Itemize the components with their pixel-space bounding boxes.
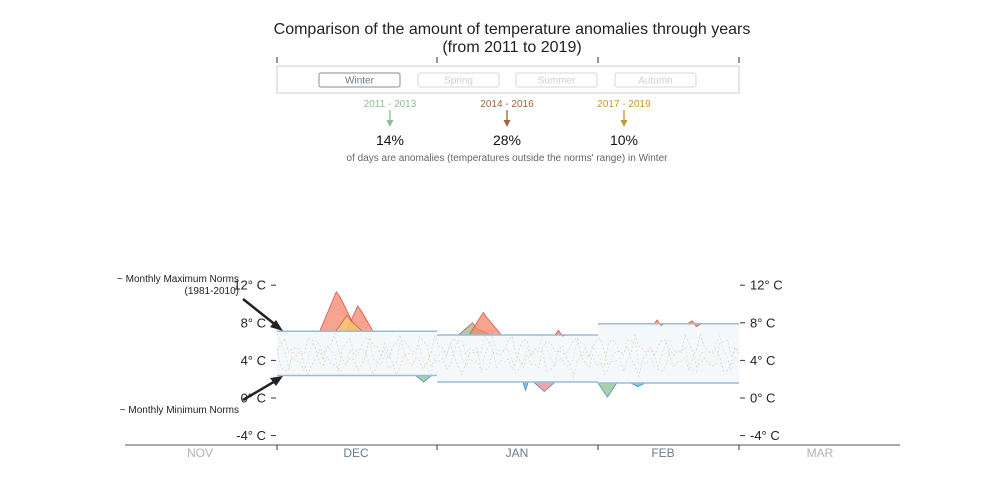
period-1: 2014 - 2016 28% xyxy=(480,99,534,148)
anomaly-below-area xyxy=(597,382,618,398)
norm-band-dec xyxy=(277,331,437,376)
y-tick-label-right: 4° C xyxy=(750,353,775,368)
month-label-feb: FEB xyxy=(651,446,674,460)
anomaly-above-area xyxy=(468,311,503,336)
y-tick-label-left: 12° C xyxy=(233,278,266,293)
norm-band-jan xyxy=(437,335,598,383)
y-tick-label-left: 8° C xyxy=(241,315,266,330)
period-arrowhead xyxy=(386,120,394,127)
min-norms-label: ~ Monthly Minimum Norms xyxy=(120,405,239,416)
y-tick-label-right: 12° C xyxy=(750,278,783,293)
y-tick-label-left: -4° C xyxy=(236,428,266,443)
month-label-nov: NOV xyxy=(187,446,213,460)
max-norms-annotation: ~ Monthly Maximum Norms (1981-2010) xyxy=(117,274,283,331)
period-label: 2014 - 2016 xyxy=(480,99,534,110)
y-tick-label-left: 0° C xyxy=(241,391,266,406)
anomaly-below-area xyxy=(532,381,557,392)
anomaly-below-area xyxy=(522,381,529,392)
chart-title-line2: (from 2011 to 2019) xyxy=(442,39,581,56)
period-percent: 28% xyxy=(493,132,521,148)
max-norms-label: ~ Monthly Maximum Norms xyxy=(117,274,239,285)
anomaly-below-area xyxy=(414,375,433,383)
period-label: 2017 - 2019 xyxy=(597,99,651,110)
period-percent: 10% xyxy=(610,132,638,148)
max-norms-period-label: (1981-2010) xyxy=(185,286,239,297)
season-button-label: Winter xyxy=(345,76,375,87)
anomaly-note: of days are anomalies (temperatures outs… xyxy=(347,153,669,164)
period-arrowhead xyxy=(503,120,511,127)
daily-temperature-trace xyxy=(276,332,740,378)
y-tick-label-right: 8° C xyxy=(750,315,775,330)
month-label-dec: DEC xyxy=(343,446,369,460)
chart-title-line1: Comparison of the amount of temperature … xyxy=(274,21,751,38)
daily-temperature-trace xyxy=(276,332,740,379)
max-norms-arrow xyxy=(242,298,278,327)
min-norms-arrow xyxy=(242,378,278,402)
season-selector xyxy=(276,57,740,94)
season-button-frame[interactable] xyxy=(515,72,598,88)
season-button-winter[interactable]: Winter xyxy=(318,72,401,88)
y-tick-label-right: -4° C xyxy=(750,428,780,443)
season-button-label: Spring xyxy=(444,76,473,87)
season-button-autumn[interactable]: Autumn xyxy=(614,72,697,88)
season-button-label: Autumn xyxy=(638,76,672,87)
y-tick-label-left: 4° C xyxy=(241,353,266,368)
period-percent: 14% xyxy=(376,132,404,148)
season-button-spring[interactable]: Spring xyxy=(417,72,500,88)
month-label-jan: JAN xyxy=(506,446,529,460)
period-arrowhead xyxy=(620,120,628,127)
daily-temperature-trace xyxy=(276,332,740,376)
period-0: 2011 - 2013 14% xyxy=(364,99,417,148)
season-button-frame[interactable] xyxy=(614,72,697,88)
season-button-label: Summer xyxy=(538,76,576,87)
season-button-frame[interactable] xyxy=(318,72,401,88)
y-tick-label-right: 0° C xyxy=(750,391,775,406)
season-button-frame[interactable] xyxy=(417,72,500,88)
month-label-mar: MAR xyxy=(807,446,834,460)
period-2: 2017 - 2019 10% xyxy=(597,99,651,148)
max-norms-arrowhead xyxy=(270,320,283,331)
period-label: 2011 - 2013 xyxy=(364,99,417,110)
season-selector-frame xyxy=(276,65,740,94)
min-norms-annotation: ~ Monthly Minimum Norms xyxy=(120,376,283,416)
min-norms-arrowhead xyxy=(270,376,283,386)
season-button-summer[interactable]: Summer xyxy=(515,72,598,88)
